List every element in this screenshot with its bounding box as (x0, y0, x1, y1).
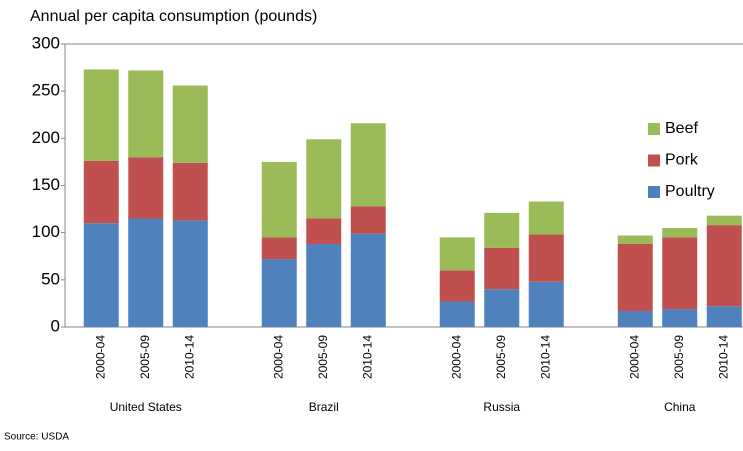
bar-segment (261, 259, 297, 327)
bar-segment (350, 123, 386, 207)
bar-segment (528, 234, 564, 282)
bar-segment (261, 161, 297, 238)
bar-segment (706, 306, 742, 327)
bar-segment (439, 237, 475, 271)
bar-segment (484, 212, 520, 248)
legend-label: Beef (665, 120, 698, 137)
source-note: Source: USDA (4, 432, 69, 443)
y-tick-label: 250 (32, 81, 60, 100)
group-label: United States (110, 400, 182, 414)
bar-segment (439, 301, 475, 327)
bar-segment (306, 243, 342, 327)
x-tick-label: 2005-09 (316, 335, 330, 379)
group-label: Russia (483, 400, 520, 414)
legend-swatch (648, 186, 660, 198)
bar-segment (706, 225, 742, 307)
bar-segment (484, 289, 520, 327)
x-tick-label: 2010-14 (182, 335, 196, 379)
bar-segment (306, 139, 342, 219)
group-label: China (664, 400, 696, 414)
x-tick-label: 2005-09 (672, 335, 686, 379)
bar-segment (662, 227, 698, 238)
chart-title: Annual per capita consumption (pounds) (30, 8, 317, 25)
y-tick-label: 100 (32, 222, 60, 241)
x-tick-label: 2010-14 (360, 335, 374, 379)
bar-segment (439, 270, 475, 302)
bar-segment (528, 201, 564, 235)
y-tick-label: 150 (32, 175, 60, 194)
y-tick-label: 0 (51, 316, 60, 335)
bar-segment (128, 157, 164, 219)
bar-segment (617, 235, 653, 244)
bar-segment (306, 218, 342, 244)
bar-segment (706, 215, 742, 226)
x-tick-label: 2010-14 (716, 335, 730, 379)
bar-segment (83, 160, 119, 224)
bar-segment (83, 69, 119, 161)
x-tick-label: 2005-09 (494, 335, 508, 379)
y-tick-label: 200 (32, 128, 60, 147)
x-tick-label: 2005-09 (138, 335, 152, 379)
bar-segment (128, 218, 164, 327)
bar-segment (350, 233, 386, 327)
x-tick-label: 2000-04 (627, 335, 641, 379)
x-tick-label: 2010-14 (538, 335, 552, 379)
bar-segment (172, 85, 208, 163)
bar-segment (350, 206, 386, 234)
legend-swatch (648, 123, 660, 135)
bar-segment (662, 237, 698, 310)
bar-segment (172, 220, 208, 327)
bar-segment (617, 243, 653, 311)
bar-segment (617, 310, 653, 327)
legend-swatch (648, 154, 660, 167)
group-label: Brazil (309, 400, 339, 414)
bar-segment (261, 237, 297, 260)
bar-segment (484, 247, 520, 290)
legend-label: Pork (665, 152, 699, 169)
bar-segment (83, 223, 119, 327)
x-tick-label: 2000-04 (271, 335, 285, 379)
x-tick-label: 2000-04 (93, 335, 107, 379)
y-tick-label: 50 (41, 269, 60, 288)
bar-segment (528, 281, 564, 327)
bar-segment (662, 309, 698, 327)
bar-segment (172, 162, 208, 221)
bar-segment (128, 70, 164, 158)
x-tick-label: 2000-04 (449, 335, 463, 379)
legend-label: Poultry (665, 183, 715, 200)
y-tick-label: 300 (32, 33, 60, 52)
